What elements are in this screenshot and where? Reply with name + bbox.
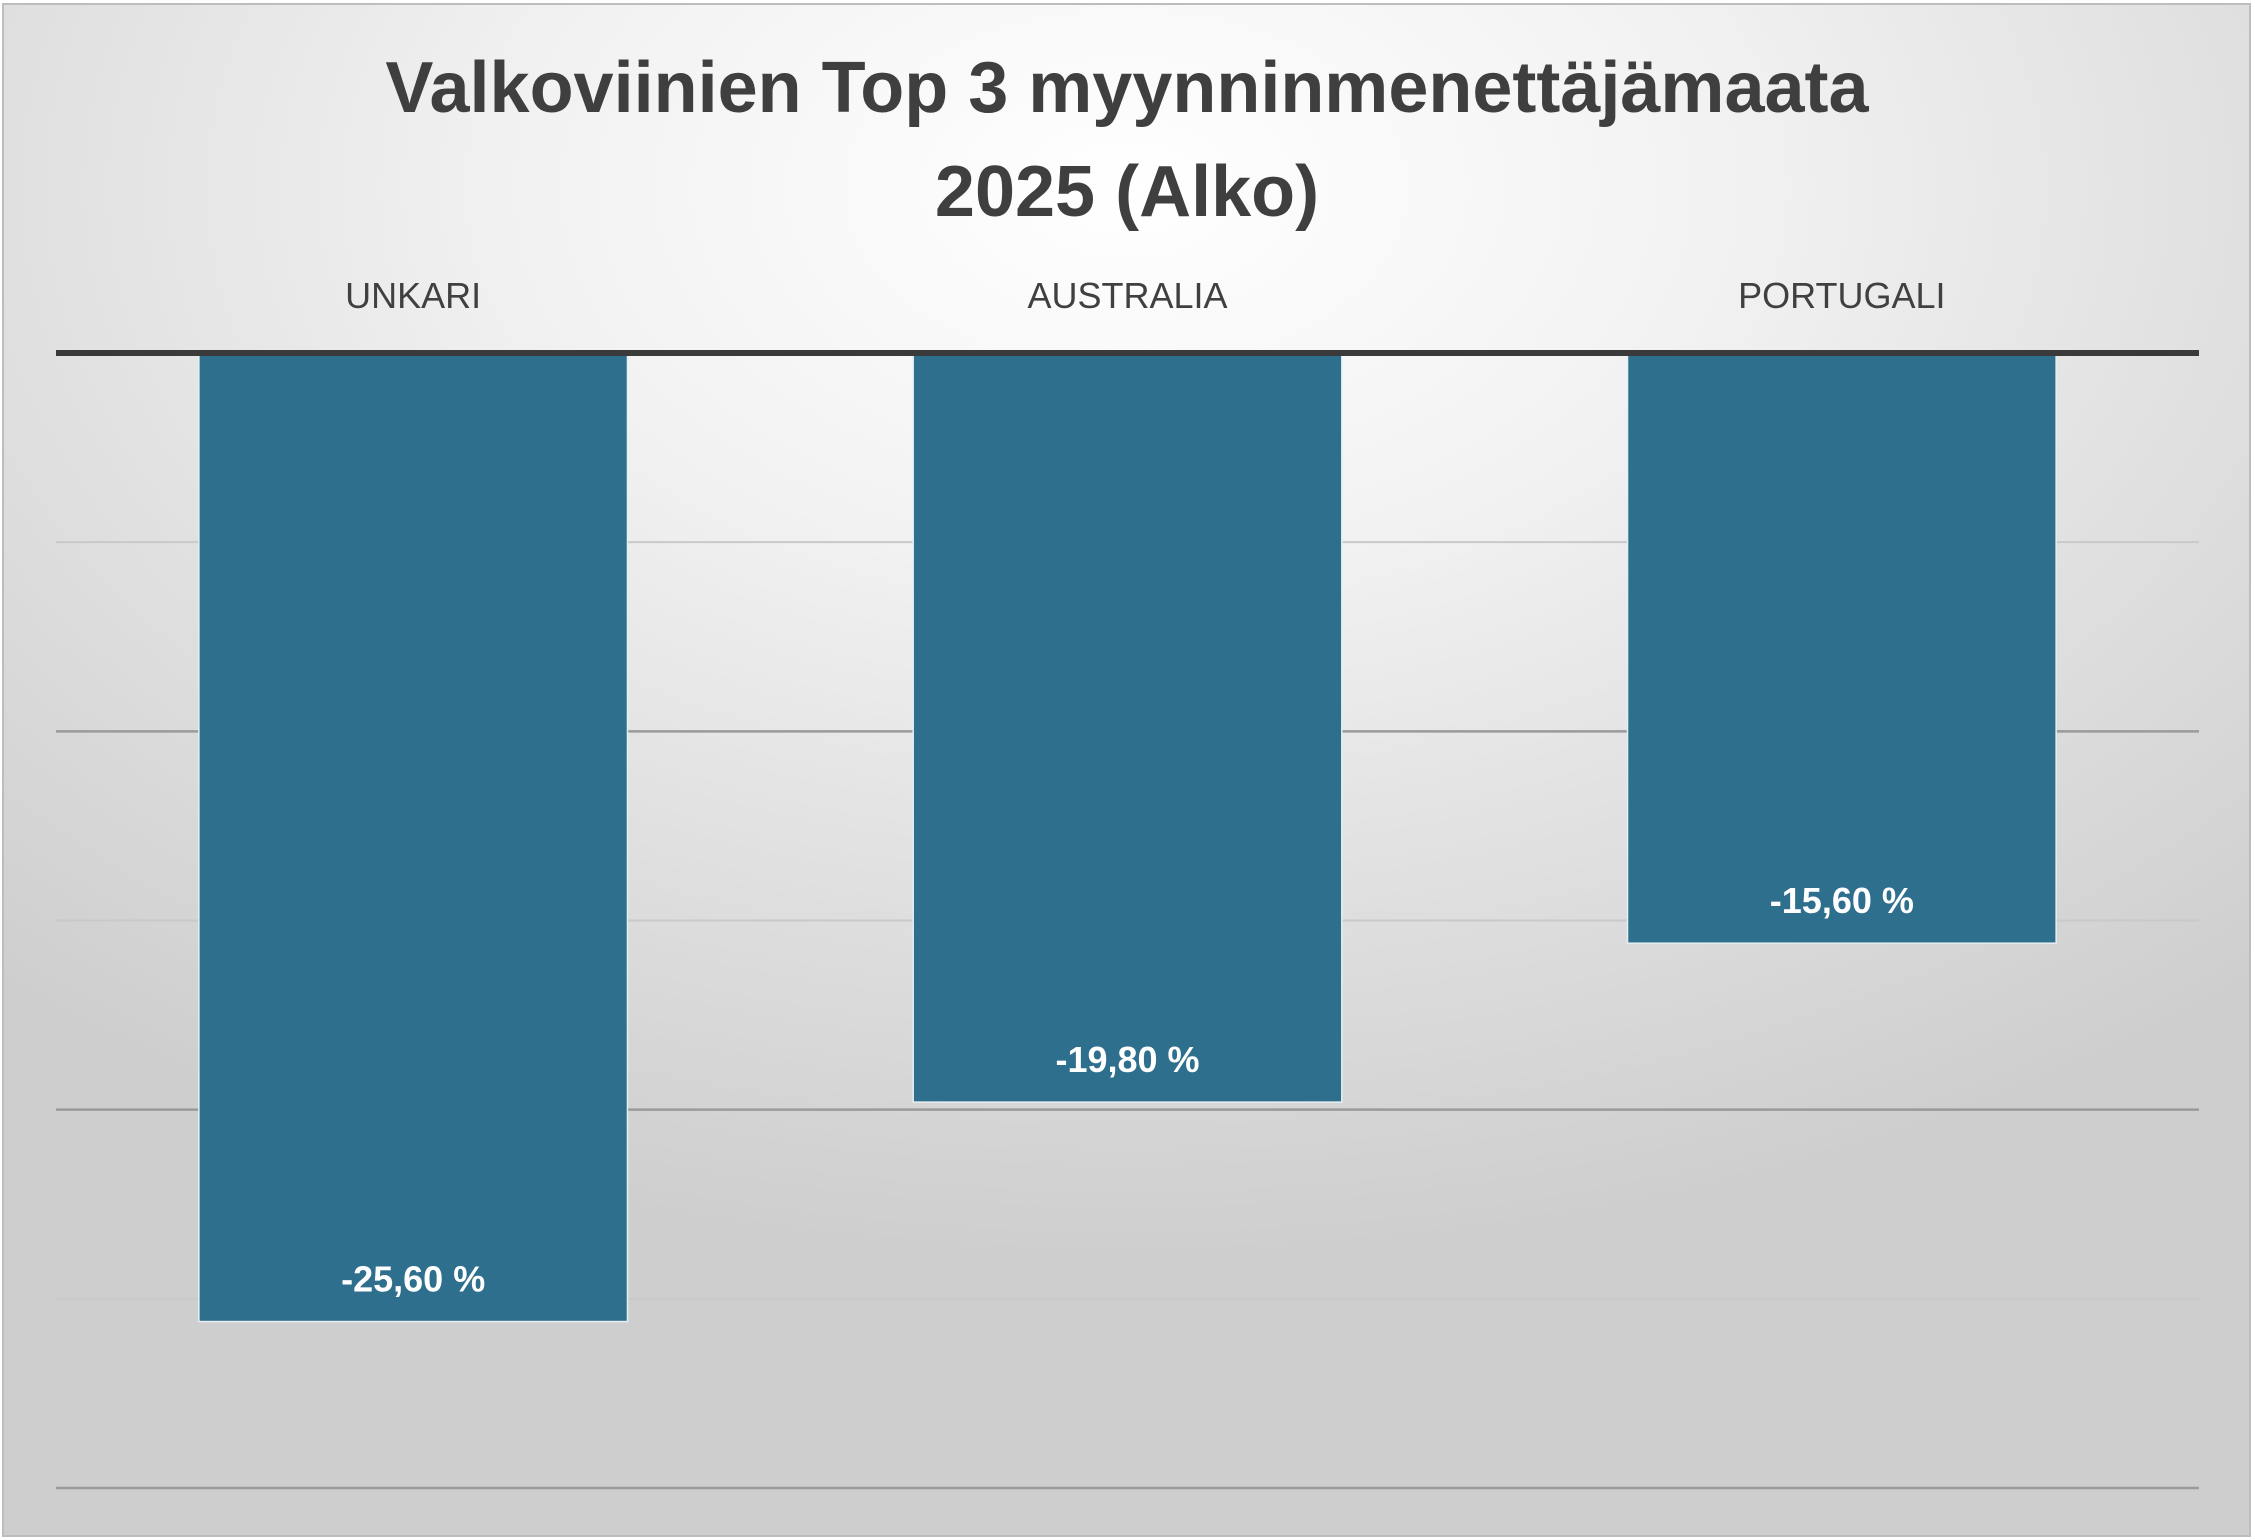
labels: UNKARI -25,60 % AUSTRALIA -19,80 % PORTUGALI… — [341, 275, 1945, 1300]
bars — [198, 352, 2057, 1323]
category-label: AUSTRALIA — [1027, 275, 1227, 316]
data-label: -25,60 % — [341, 1259, 485, 1300]
bar — [1626, 352, 2057, 944]
category-label: UNKARI — [345, 275, 481, 316]
bar — [912, 352, 1343, 1103]
chart-title-line-1: Valkoviinien Top 3 myynninmenettäjämaata — [385, 48, 1869, 128]
category-label: PORTUGALI — [1738, 275, 1945, 316]
chart-title-line-2: 2025 (Alko) — [935, 152, 1319, 232]
data-label: -15,60 % — [1770, 880, 1914, 921]
data-label: -19,80 % — [1055, 1039, 1199, 1080]
bar — [198, 352, 629, 1323]
